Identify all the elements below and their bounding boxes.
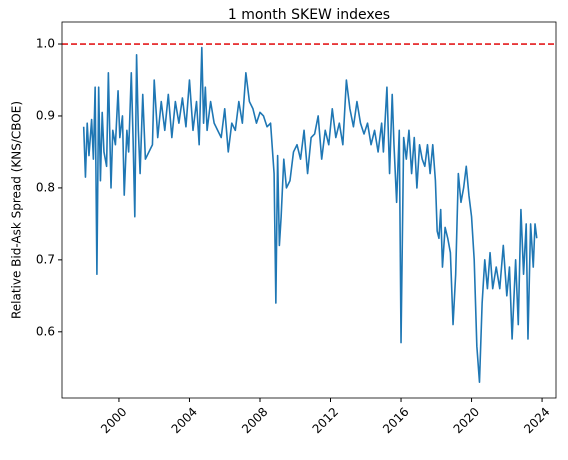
line-series	[82, 46, 538, 383]
y-tick-label: 1.0	[36, 37, 55, 51]
chart-title: 1 month SKEW indexes	[228, 7, 390, 23]
y-tick-label: 0.8	[36, 180, 55, 194]
y-tick-label: 0.6	[36, 324, 55, 338]
y-axis-label: Relative Bid-Ask Spread (KNS/CBOE)	[10, 101, 24, 319]
plot-frame	[61, 21, 557, 399]
y-tick-label: 0.7	[36, 252, 55, 266]
y-tick-label: 0.9	[36, 108, 55, 122]
